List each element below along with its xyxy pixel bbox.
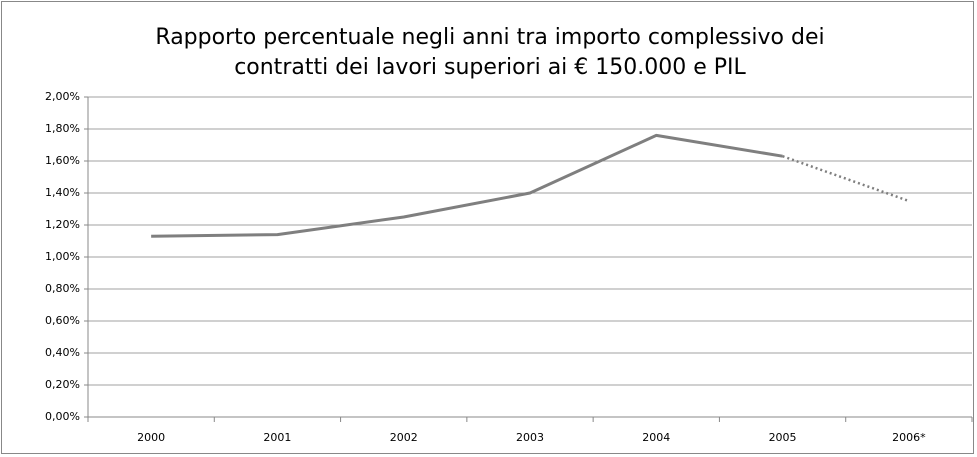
line-series bbox=[151, 133, 783, 238]
y-tick-label: 0,00% bbox=[45, 410, 80, 423]
y-tick-label: 0,60% bbox=[45, 314, 80, 327]
chart-subtitle: contratti dei lavori superiori ai € 150.… bbox=[234, 55, 746, 80]
x-tick-label: 2001 bbox=[263, 431, 291, 444]
x-tick-label: 2006* bbox=[892, 431, 926, 444]
y-tick-label: 0,20% bbox=[45, 378, 80, 391]
x-tick-label: 2002 bbox=[390, 431, 418, 444]
chart-title: Rapporto percentuale negli anni tra impo… bbox=[155, 25, 824, 50]
y-tick-label: 0,40% bbox=[45, 346, 80, 359]
x-tick-label: 2003 bbox=[516, 431, 544, 444]
y-tick-label: 1,00% bbox=[45, 250, 80, 263]
line-series-estimate bbox=[782, 155, 910, 203]
y-tick-label: 0,80% bbox=[45, 282, 80, 295]
y-tick-label: 1,20% bbox=[45, 218, 80, 231]
y-tick-label: 1,80% bbox=[45, 122, 80, 135]
y-tick-label: 1,40% bbox=[45, 186, 80, 199]
y-tick-label: 2,00% bbox=[45, 90, 80, 103]
x-tick-label: 2004 bbox=[642, 431, 670, 444]
y-tick-label: 1,60% bbox=[45, 154, 80, 167]
x-tick-label: 2000 bbox=[137, 431, 165, 444]
x-tick-label: 2005 bbox=[769, 431, 797, 444]
